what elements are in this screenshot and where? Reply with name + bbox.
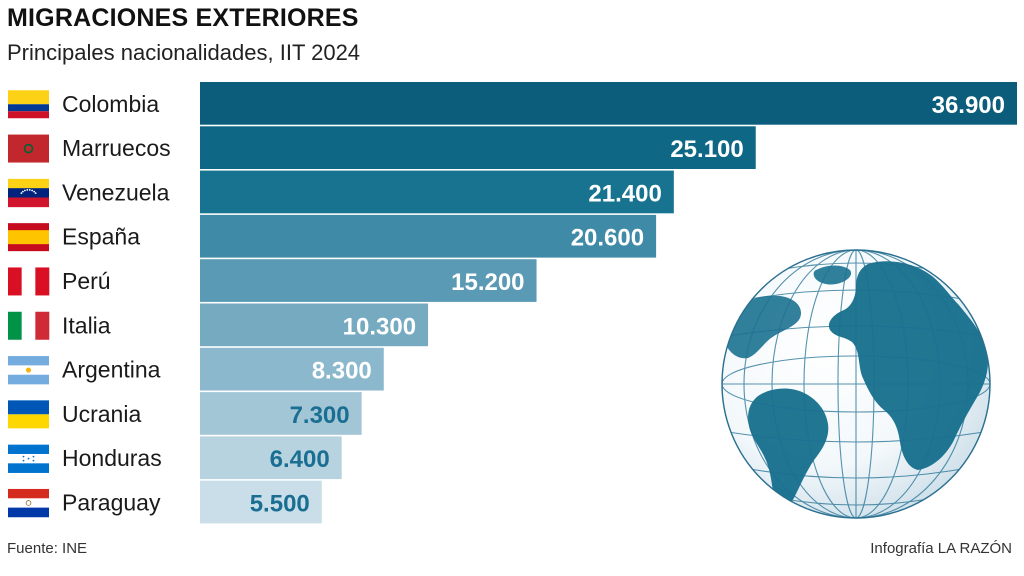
value-label: 15.200 (451, 269, 524, 296)
globe-icon (721, 249, 991, 519)
country-label: Argentina (62, 357, 161, 383)
italy-flag-icon (8, 311, 50, 340)
bar (200, 347, 384, 391)
bar (200, 82, 1017, 125)
country-label: Venezuela (62, 179, 170, 205)
morocco-flag-icon (8, 134, 49, 163)
bar (200, 126, 756, 169)
paraguay-flag-icon (8, 488, 49, 518)
value-label: 25.100 (670, 136, 743, 163)
chart-title: MIGRACIONES EXTERIORES (7, 4, 359, 32)
value-label: 8.300 (312, 358, 372, 385)
value-label: 21.400 (588, 180, 661, 207)
country-label: Colombia (62, 91, 159, 117)
bar (200, 303, 429, 347)
country-label: Marruecos (62, 135, 171, 161)
country-label: Honduras (62, 445, 162, 471)
honduras-flag-icon (8, 444, 49, 473)
chart-subtitle: Principales nacionalidades, IIT 2024 (7, 40, 361, 65)
colombia-flag-icon (8, 90, 49, 119)
value-label: 10.300 (343, 313, 416, 340)
value-label: 20.600 (571, 225, 644, 252)
country-label: Perú (62, 268, 111, 294)
venezuela-flag-icon (8, 178, 49, 208)
value-label: 6.400 (270, 446, 330, 473)
value-label: 7.300 (290, 402, 350, 429)
bar (200, 392, 362, 435)
credit-note: Infografía LA RAZÓN (870, 540, 1012, 557)
bar (200, 214, 657, 258)
country-label: España (62, 224, 140, 250)
bar (200, 170, 674, 214)
bar (200, 436, 342, 480)
peru-flag-icon (8, 267, 50, 296)
bar (200, 480, 322, 524)
ukraine-flag-icon (8, 400, 49, 429)
country-label: Paraguay (62, 489, 161, 515)
country-label: Italia (62, 312, 111, 338)
value-label: 36.900 (932, 92, 1005, 119)
country-label: Ucrania (62, 401, 141, 427)
spain-flag-icon (8, 223, 49, 252)
value-label: 5.500 (250, 490, 310, 517)
argentina-flag-icon (8, 356, 49, 385)
bar (200, 259, 537, 302)
source-note: Fuente: INE (7, 540, 88, 557)
